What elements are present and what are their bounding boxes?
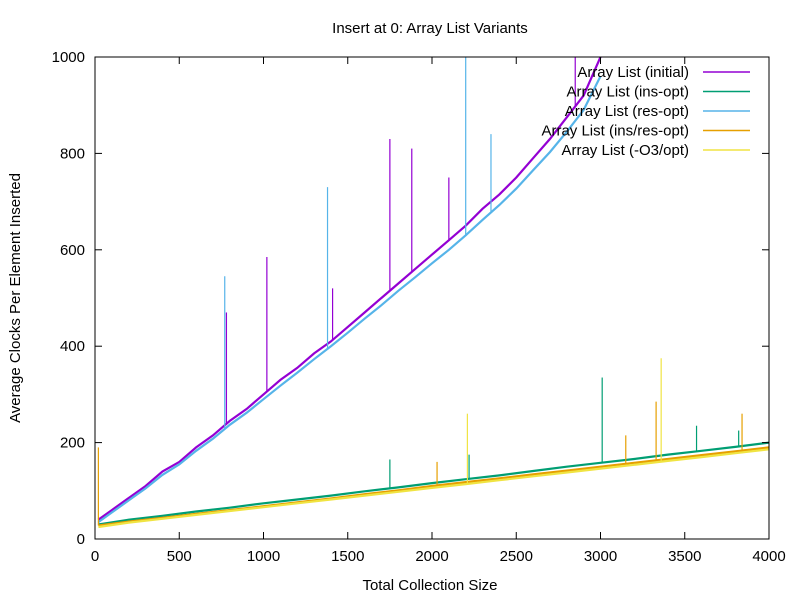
x-tick-label: 2000 [415,548,448,565]
x-tick-label: 3000 [584,548,617,565]
y-axis-label: Average Clocks Per Element Inserted [7,173,24,423]
legend-label-2: Array List (res-opt) [565,103,689,120]
x-tick-label: 4000 [752,548,785,565]
y-tick-label: 400 [60,338,85,355]
x-tick-label: 3500 [668,548,701,565]
y-tick-label: 800 [60,145,85,162]
y-tick-label: 0 [77,531,85,548]
series-line-1 [98,441,769,526]
y-tick-label: 600 [60,242,85,259]
x-tick-label: 1500 [331,548,364,565]
series-2 [97,57,602,523]
series-line-4 [98,448,769,529]
axis-ticks: 0 500 1000 1500 2000 2500 3000 3500 4000 0 200 400 6… [52,49,786,565]
y-tick-label: 200 [60,435,85,452]
x-tick-label: 0 [91,548,99,565]
series-0 [97,57,602,521]
y-tick-label: 1000 [52,49,85,66]
series-1 [98,377,769,526]
legend-label-1: Array List (ins-opt) [566,84,689,101]
legend: Array List (initial) Array List (ins-opt)… [541,64,750,159]
x-axis-label: Total Collection Size [362,577,497,594]
legend-label-0: Array List (initial) [577,64,689,81]
series-line-0 [97,57,602,521]
x-tick-label: 1000 [247,548,280,565]
plot-area [97,57,769,529]
x-tick-label: 500 [167,548,192,565]
chart-title: Insert at 0: Array List Variants [332,20,528,37]
series-4 [98,358,769,529]
series-line-2 [97,75,602,523]
legend-label-4: Array List (-O3/opt) [561,142,689,159]
series-3 [97,401,769,527]
x-tick-label: 2500 [500,548,533,565]
legend-label-3: Array List (ins/res-opt) [541,123,689,140]
